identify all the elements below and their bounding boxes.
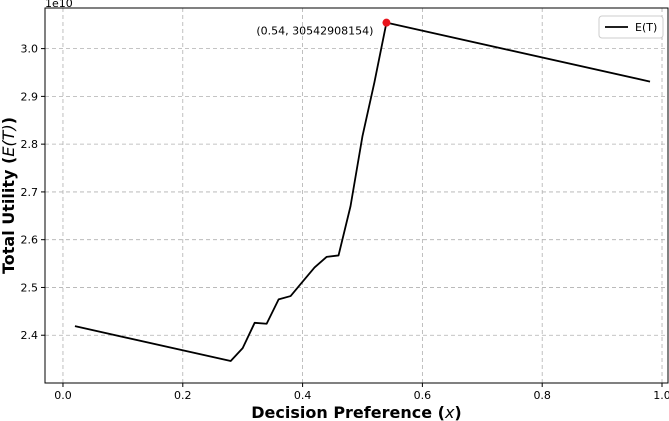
max-point-marker — [382, 18, 391, 27]
x-axis-label: Decision Preference (x) — [251, 403, 461, 421]
x-tick-label: 1.0 — [653, 389, 669, 402]
series-layer — [74, 21, 651, 362]
y-tick-label: 3.0 — [21, 43, 39, 56]
y-axis-label-var: E(T) — [0, 124, 18, 156]
y-axis-label: Total Utility (E(T)) — [0, 117, 18, 274]
x-axis-label-main: Decision Preference ( — [251, 403, 445, 421]
y-tick-label: 2.6 — [21, 234, 39, 247]
x-tick-label: 0.8 — [533, 389, 551, 402]
y-tick-label: 2.9 — [21, 90, 39, 103]
highlight-layer: (0.54, 30542908154) — [256, 18, 391, 38]
legend: E(T) — [598, 15, 664, 39]
max-point-annotation: (0.54, 30542908154) — [256, 25, 373, 38]
legend-entry-label: E(T) — [635, 21, 657, 34]
grid — [45, 8, 668, 383]
y-tick-label: 2.5 — [21, 281, 39, 294]
axis-ticks: 0.0 0.2 0.4 0.6 0.8 1.0 2.4 2.5 2.6 2.7 2.8 2.9 3.0 — [21, 43, 669, 402]
x-axis-label-end: ) — [454, 403, 461, 421]
x-tick-label: 0.2 — [174, 389, 192, 402]
y-tick-label: 2.7 — [21, 186, 39, 199]
x-tick-label: 0.0 — [54, 389, 72, 402]
y-axis-label-main: Total Utility ( — [0, 157, 18, 274]
x-axis-label-var: x — [444, 403, 455, 421]
x-tick-label: 0.4 — [294, 389, 312, 402]
y-offset-text: 1e10 — [45, 0, 73, 10]
y-axis-label-end: ) — [0, 117, 18, 124]
y-tick-label: 2.8 — [21, 138, 39, 151]
plot-frame — [44, 7, 669, 384]
y-tick-label: 2.4 — [21, 329, 39, 342]
legend-box — [598, 15, 664, 39]
series-line — [74, 21, 651, 362]
x-tick-label: 0.6 — [414, 389, 432, 402]
